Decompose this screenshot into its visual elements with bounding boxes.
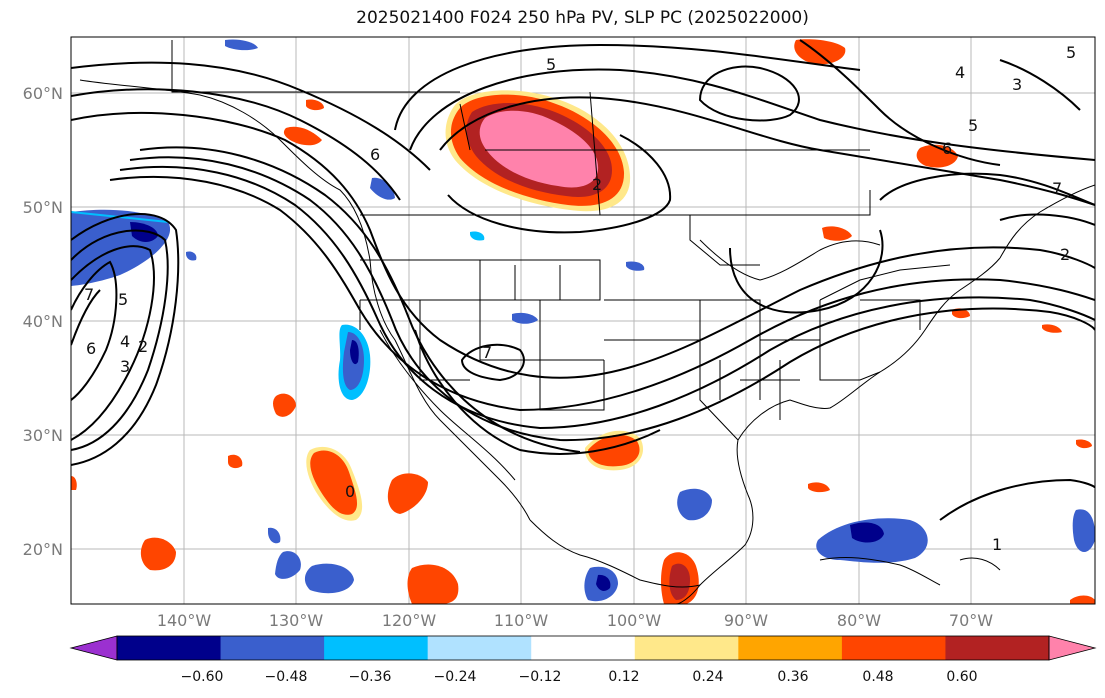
colorbar-tick-label: −0.12	[519, 669, 562, 685]
contour-label: 3	[120, 357, 130, 376]
colorbar-tick-label: −0.36	[349, 669, 392, 685]
contour-label: 0	[345, 482, 355, 501]
colorbar	[69, 635, 1097, 661]
lon-label: 140°W	[157, 611, 212, 630]
lon-label: 110°W	[494, 611, 549, 630]
contour-label: 5	[968, 116, 978, 135]
lon-label: 130°W	[269, 611, 324, 630]
lat-label: 20°N	[23, 540, 63, 559]
lat-label: 50°N	[23, 198, 63, 217]
pv-negative-patches	[186, 39, 1095, 602]
map-frame	[70, 36, 1096, 605]
lon-label: 120°W	[382, 611, 437, 630]
colorbar-frame	[116, 635, 1050, 661]
lat-label: 40°N	[23, 312, 63, 331]
colorbar-swatch	[220, 636, 325, 660]
contour-label: 4	[955, 63, 965, 82]
colorbar-extend-min	[69, 635, 118, 661]
latitude-labels: 60°N 50°N 40°N 30°N 20°N	[23, 84, 63, 559]
contour-label: 6	[370, 145, 380, 164]
map-title: 2025021400 F024 250 hPa PV, SLP PC (2025…	[356, 8, 809, 28]
contour-label: 6	[942, 139, 952, 158]
contour-label: 5	[1066, 43, 1076, 62]
contour-label: 5	[118, 290, 128, 309]
colorbar-tick-label: −0.24	[434, 669, 477, 685]
contour-label: 3	[1012, 75, 1022, 94]
colorbar-extend-max	[1048, 635, 1097, 661]
contour-label: 2	[592, 175, 602, 194]
pv-positive-patches	[71, 39, 1095, 604]
colorbar-tick-label: 0.60	[946, 669, 977, 685]
lon-label: 80°W	[837, 611, 881, 630]
colorbar-swatch	[117, 636, 222, 660]
contour-label: 7	[1052, 179, 1062, 198]
colorbar-swatch	[427, 636, 532, 660]
lat-label: 60°N	[23, 84, 63, 103]
lon-label: 90°W	[724, 611, 768, 630]
map-layers: 5 6 5 6 4 3 2 7 7 2 5 6 5 4 3 2 7 0 1	[71, 37, 1095, 604]
lon-label: 70°W	[949, 611, 993, 630]
colorbar-tick-label: 0.48	[862, 669, 893, 685]
colorbar-swatch	[531, 636, 636, 660]
contour-label: 7	[482, 343, 492, 362]
colorbar-swatch	[634, 636, 739, 660]
contour-label-group: 5 6 5 6 4 3 2 7 7 2 5 6 5 4 3 2 7 0 1	[84, 43, 1076, 554]
coastlines-borders	[79, 40, 1095, 604]
contour-label: 6	[86, 339, 96, 358]
lat-label: 30°N	[23, 426, 63, 445]
contour-label: 1	[992, 535, 1002, 554]
contour-label: 5	[546, 55, 556, 74]
colorbar-tick-label: 0.12	[608, 669, 639, 685]
colorbar-swatch	[945, 636, 1050, 660]
lon-label: 100°W	[607, 611, 662, 630]
colorbar-tick-label: 0.36	[777, 669, 808, 685]
colorbar-tick-label: 0.24	[692, 669, 723, 685]
contour-label: 7	[84, 285, 94, 304]
colorbar-swatch	[324, 636, 429, 660]
colorbar-tick-label: −0.48	[265, 669, 308, 685]
colorbar-tick-labels: −0.60 −0.48 −0.36 −0.24 −0.12 0.12 0.24 …	[181, 669, 978, 685]
slp-contours	[71, 39, 1095, 521]
longitude-labels: 140°W 130°W 120°W 110°W 100°W 90°W 80°W …	[157, 611, 993, 630]
contour-label: 2	[138, 337, 148, 356]
colorbar-swatch	[738, 636, 843, 660]
colorbar-tick-label: −0.60	[181, 669, 224, 685]
colorbar-swatch	[841, 636, 946, 660]
contour-label: 2	[1060, 245, 1070, 264]
contour-label: 4	[120, 332, 130, 351]
